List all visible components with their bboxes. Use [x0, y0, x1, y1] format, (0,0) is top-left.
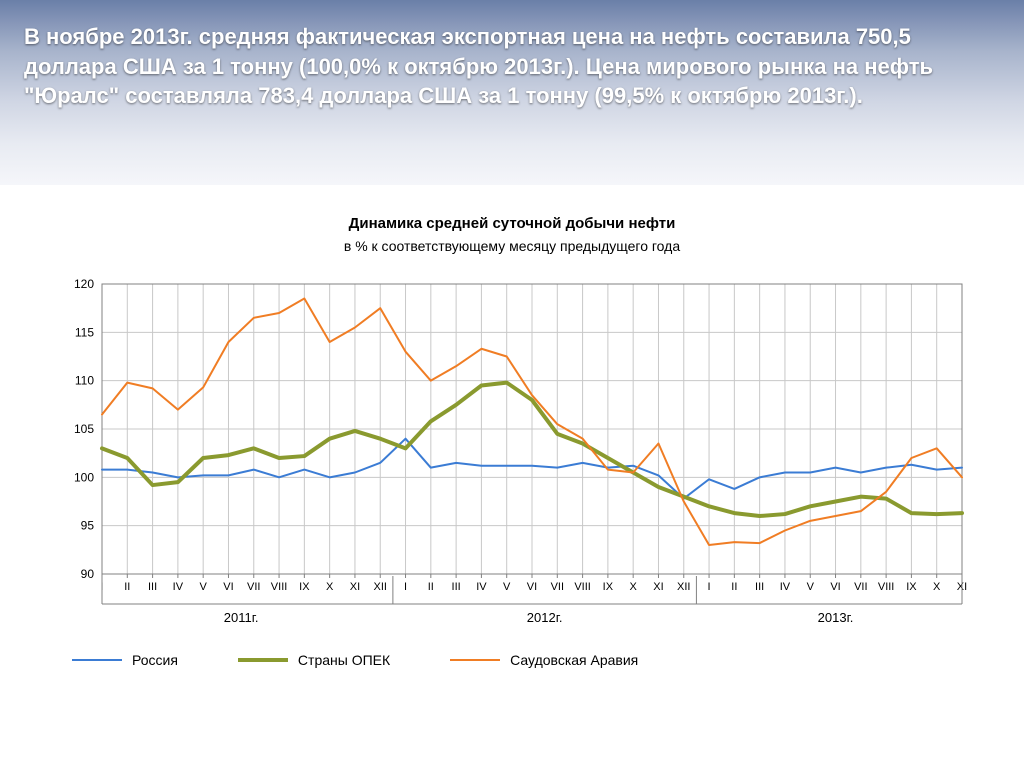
- svg-text:X: X: [630, 581, 638, 593]
- chart-area: Динамика средней суточной добычи нефти в…: [0, 215, 1024, 668]
- svg-text:III: III: [755, 581, 764, 593]
- legend-label: Россия: [132, 652, 178, 668]
- svg-text:VIII: VIII: [574, 581, 591, 593]
- svg-text:II: II: [731, 581, 737, 593]
- svg-text:110: 110: [75, 374, 94, 388]
- svg-text:III: III: [452, 581, 461, 593]
- svg-text:V: V: [807, 581, 815, 593]
- svg-text:VIII: VIII: [271, 581, 288, 593]
- svg-text:IX: IX: [906, 581, 917, 593]
- legend: Россия Страны ОПЕК Саудовская Аравия: [32, 652, 992, 668]
- svg-text:95: 95: [81, 519, 95, 533]
- svg-text:IX: IX: [603, 581, 614, 593]
- svg-text:V: V: [200, 581, 208, 593]
- svg-text:120: 120: [74, 277, 94, 291]
- svg-text:I: I: [708, 581, 711, 593]
- legend-item: Россия: [72, 652, 178, 668]
- svg-text:100: 100: [74, 470, 94, 484]
- svg-text:XI: XI: [653, 581, 663, 593]
- plot: 9095100105110115120IIIIIIIVVVIVIIVIIIIXX…: [52, 274, 972, 604]
- svg-text:II: II: [428, 581, 434, 593]
- svg-text:VI: VI: [223, 581, 233, 593]
- legend-swatch: [450, 659, 500, 661]
- svg-text:VII: VII: [551, 581, 564, 593]
- svg-text:VI: VI: [527, 581, 537, 593]
- svg-text:VII: VII: [854, 581, 867, 593]
- header-caption: В ноябре 2013г. средняя фактическая эксп…: [24, 22, 1000, 111]
- legend-label: Саудовская Аравия: [510, 652, 638, 668]
- line-chart-svg: 9095100105110115120IIIIIIIVVVIVIIVIIIIXX…: [52, 274, 972, 654]
- chart-title: Динамика средней суточной добычи нефти: [0, 215, 1024, 232]
- legend-swatch: [72, 659, 122, 661]
- svg-text:VIII: VIII: [878, 581, 895, 593]
- svg-text:V: V: [503, 581, 511, 593]
- svg-text:IV: IV: [780, 581, 791, 593]
- svg-text:III: III: [148, 581, 157, 593]
- svg-text:2011г.: 2011г.: [224, 610, 259, 625]
- slide-header: В ноябре 2013г. средняя фактическая эксп…: [0, 0, 1024, 185]
- svg-text:VII: VII: [247, 581, 260, 593]
- svg-text:XI: XI: [350, 581, 360, 593]
- svg-text:XII: XII: [374, 581, 387, 593]
- legend-item: Страны ОПЕК: [238, 652, 390, 668]
- legend-swatch: [238, 658, 288, 662]
- svg-text:IV: IV: [173, 581, 184, 593]
- chart-subtitle: в % к соответствующему месяцу предыдущег…: [0, 238, 1024, 254]
- svg-text:2012г.: 2012г.: [527, 610, 563, 625]
- svg-text:105: 105: [74, 422, 94, 436]
- legend-item: Саудовская Аравия: [450, 652, 638, 668]
- svg-text:II: II: [124, 581, 130, 593]
- svg-text:XII: XII: [677, 581, 690, 593]
- svg-text:90: 90: [81, 567, 95, 581]
- svg-text:IV: IV: [476, 581, 487, 593]
- svg-text:2013г.: 2013г.: [818, 610, 854, 625]
- svg-text:115: 115: [75, 325, 94, 339]
- svg-text:X: X: [933, 581, 941, 593]
- svg-text:VI: VI: [830, 581, 840, 593]
- svg-text:X: X: [326, 581, 334, 593]
- svg-text:I: I: [404, 581, 407, 593]
- svg-text:IX: IX: [299, 581, 310, 593]
- legend-label: Страны ОПЕК: [298, 652, 390, 668]
